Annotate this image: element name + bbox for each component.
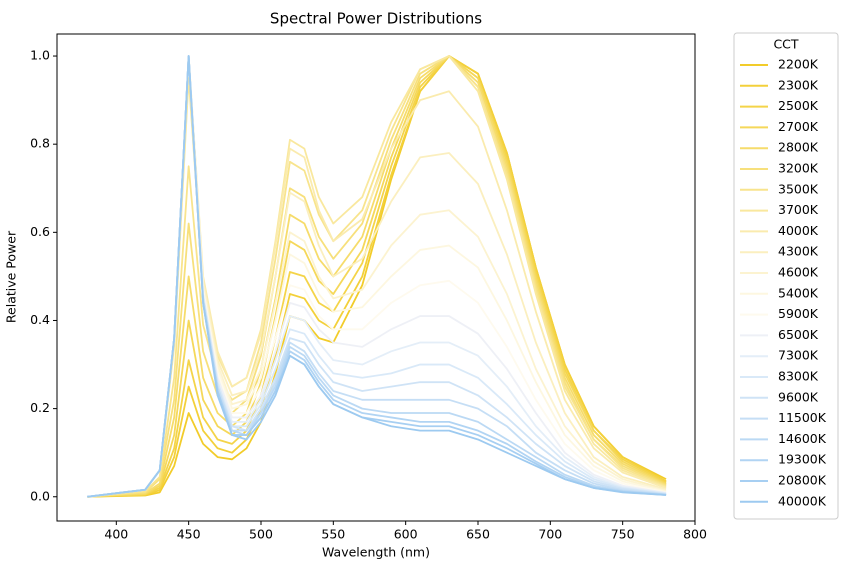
legend-label: 9600K — [778, 389, 819, 404]
y-tick-label: 0.8 — [30, 136, 50, 151]
series-line — [87, 55, 667, 498]
chart-title: Spectral Power Distributions — [270, 10, 482, 28]
x-tick-label: 700 — [538, 527, 562, 542]
legend-label: 14600K — [778, 431, 827, 446]
legend-label: 40000K — [778, 493, 827, 508]
x-tick-label: 800 — [683, 527, 707, 542]
x-tick-label: 450 — [177, 527, 201, 542]
legend-label: 3500K — [778, 181, 819, 196]
y-tick-label: 0.4 — [30, 312, 50, 327]
y-axis-label: Relative Power — [4, 230, 19, 323]
series-line — [87, 55, 667, 498]
y-tick-label: 1.0 — [30, 48, 50, 63]
legend-label: 2200K — [778, 57, 819, 72]
plot-area — [87, 55, 667, 498]
legend-label: 6500K — [778, 327, 819, 342]
series-line — [87, 55, 667, 498]
legend-label: 20800K — [778, 473, 827, 488]
legend-label: 2700K — [778, 119, 819, 134]
x-tick-label: 650 — [466, 527, 490, 542]
y-tick-label: 0.0 — [30, 488, 50, 503]
legend-label: 2500K — [778, 98, 819, 113]
legend-label: 19300K — [778, 452, 827, 467]
legend-label: 11500K — [778, 410, 827, 425]
legend-label: 4300K — [778, 244, 819, 259]
legend-title: CCT — [773, 37, 798, 52]
series-line — [87, 55, 667, 498]
y-tick-label: 0.2 — [30, 400, 50, 415]
axes-frame — [56, 33, 696, 522]
x-axis-label: Wavelength (nm) — [322, 545, 430, 560]
x-tick-label: 500 — [249, 527, 273, 542]
legend-label: 3700K — [778, 202, 819, 217]
series-line — [87, 55, 667, 498]
legend-label: 5900K — [778, 306, 819, 321]
legend-label: 2800K — [778, 140, 819, 155]
x-tick-label: 400 — [104, 527, 128, 542]
series-line — [87, 55, 667, 498]
x-tick-label: 750 — [611, 527, 635, 542]
legend-label: 8300K — [778, 369, 819, 384]
legend-label: 7300K — [778, 348, 819, 363]
legend-label: 3200K — [778, 161, 819, 176]
legend-label: 4600K — [778, 265, 819, 280]
legend-label: 4000K — [778, 223, 819, 238]
legend-label: 5400K — [778, 285, 819, 300]
series-line — [87, 55, 667, 498]
x-tick-label: 550 — [321, 527, 345, 542]
series-line — [87, 55, 667, 498]
y-tick-label: 0.6 — [30, 224, 50, 239]
x-tick-label: 600 — [394, 527, 418, 542]
legend-label: 2300K — [778, 77, 819, 92]
